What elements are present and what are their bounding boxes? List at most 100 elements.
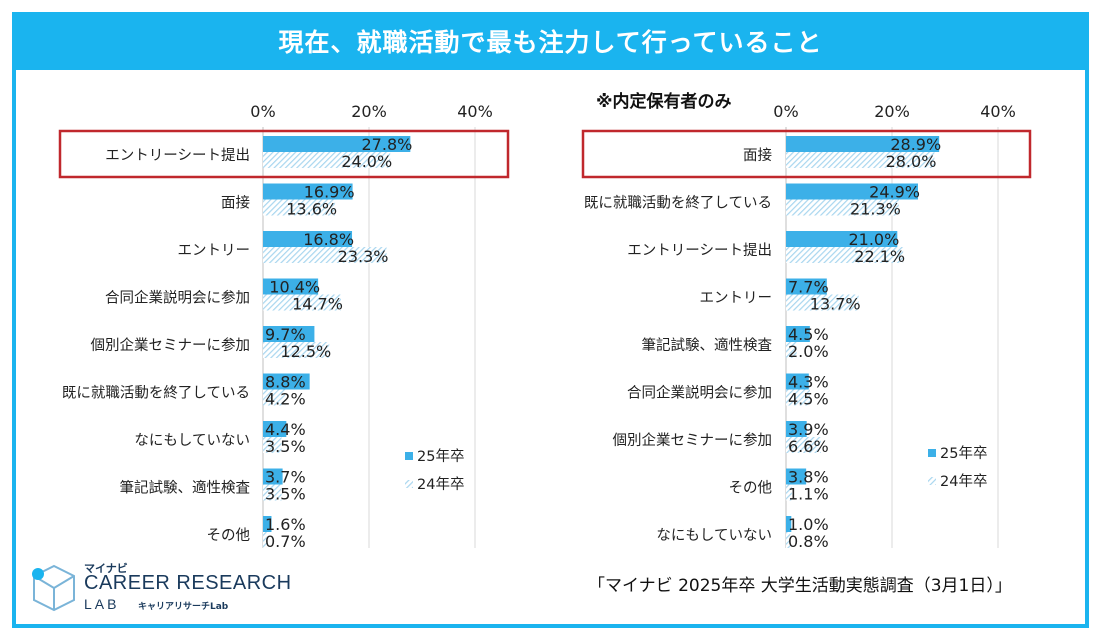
- legend-label-25: 25年卒: [940, 445, 987, 462]
- data-label-24: 24.0%: [341, 152, 392, 171]
- bar-25: [263, 136, 411, 152]
- career-research-lab-logo: [32, 564, 75, 612]
- category-label: 筆記試験、適性検査: [642, 336, 773, 354]
- bar-24: [263, 247, 387, 263]
- data-label-25: 8.8%: [265, 373, 306, 392]
- data-label-25: 4.4%: [265, 420, 306, 439]
- legend-label-25: 25年卒: [417, 448, 464, 465]
- bar-25: [786, 468, 807, 485]
- bar-24: [263, 389, 286, 406]
- bar-24: [786, 437, 821, 453]
- data-label-24: 1.1%: [788, 485, 829, 504]
- category-label: 個別企業セミナーに参加: [613, 431, 773, 449]
- x-tick-label: 20%: [874, 102, 910, 121]
- data-label-24: 0.8%: [788, 532, 829, 551]
- bar-24: [786, 389, 810, 406]
- data-label-25: 4.5%: [788, 325, 829, 344]
- chart-frame: [12, 12, 1089, 628]
- data-label-24: 4.2%: [265, 390, 306, 409]
- bar-25: [786, 136, 940, 152]
- bar-24: [786, 342, 797, 358]
- bar-24: [263, 342, 330, 358]
- category-label: 合同企業説明会に参加: [105, 289, 250, 307]
- data-label-25: 10.4%: [269, 278, 320, 297]
- data-label-25: 27.8%: [362, 135, 413, 154]
- x-tick-label: 40%: [980, 102, 1016, 121]
- category-label: 既に就職活動を終了している: [62, 385, 250, 402]
- bar-25: [263, 373, 310, 390]
- category-label: エントリーシート提出: [627, 242, 772, 259]
- x-tick-label: 40%: [457, 102, 493, 121]
- category-label: 既に就職活動を終了している: [584, 195, 772, 212]
- bar-25: [786, 326, 810, 342]
- data-label-25: 9.7%: [265, 325, 306, 344]
- data-label-25: 16.8%: [303, 230, 354, 249]
- category-label: なにもしていない: [134, 432, 250, 449]
- x-tick-label: 0%: [773, 102, 798, 121]
- data-label-25: 16.9%: [304, 183, 355, 202]
- category-label: その他: [729, 480, 773, 497]
- bar-25: [263, 183, 353, 200]
- data-label-25: 1.0%: [788, 515, 829, 534]
- bar-24: [263, 199, 336, 216]
- data-label-25: 4.3%: [788, 373, 829, 392]
- highlight-box: [58, 129, 510, 179]
- legend-label-24: 24年卒: [940, 473, 987, 490]
- bar-25: [263, 421, 287, 437]
- bar-24: [263, 484, 282, 501]
- legend-swatch-24: [928, 477, 936, 485]
- data-label-24: 21.3%: [850, 200, 901, 219]
- data-label-24: 6.6%: [788, 437, 829, 456]
- x-tick-label: 20%: [351, 102, 387, 121]
- category-label: 合同企業説明会に参加: [627, 384, 772, 402]
- bar-24: [786, 199, 899, 216]
- source-caption: 「マイナビ 2025年卒 大学生活動実態調査（3月1日）」: [588, 576, 1012, 596]
- category-label: 面接: [221, 195, 250, 212]
- bar-25: [786, 183, 918, 200]
- bar-25: [786, 231, 898, 247]
- data-label-24: 4.5%: [788, 390, 829, 409]
- legend-swatch-25: [928, 449, 936, 457]
- logo-top-text: マイナビ: [84, 562, 128, 575]
- data-label-24: 2.0%: [788, 342, 829, 361]
- bar-24: [786, 152, 935, 168]
- bar-24: [263, 152, 391, 168]
- bar-25: [786, 421, 807, 437]
- data-label-24: 0.7%: [265, 532, 306, 551]
- data-label-25: 3.7%: [265, 468, 306, 487]
- bar-24: [263, 532, 267, 548]
- category-label: なにもしていない: [656, 527, 772, 544]
- data-label-24: 14.7%: [292, 295, 343, 314]
- chart-title: 現在、就職活動で最も注力して行っていること: [12, 12, 1089, 70]
- data-label-24: 3.5%: [265, 485, 306, 504]
- bar-25: [263, 231, 353, 247]
- data-label-25: 3.9%: [788, 420, 829, 439]
- data-label-24: 13.6%: [286, 200, 337, 219]
- data-label-25: 24.9%: [869, 183, 920, 202]
- category-label: エントリーシート提出: [105, 147, 250, 164]
- data-label-24: 28.0%: [886, 152, 937, 171]
- legend-swatch-24: [405, 480, 413, 488]
- legend-label-24: 24年卒: [417, 476, 464, 493]
- category-label: 面接: [743, 147, 772, 164]
- bar-25: [263, 278, 319, 295]
- chart-subtitle: ※内定保有者のみ: [596, 91, 732, 112]
- bar-25: [263, 516, 272, 532]
- data-label-24: 23.3%: [338, 247, 389, 266]
- category-label: 筆記試験、適性検査: [120, 479, 251, 497]
- logo-main-text: CAREER RESEARCH: [84, 572, 292, 594]
- bar-24: [786, 247, 904, 263]
- category-label: 個別企業セミナーに参加: [91, 336, 251, 354]
- bar-25: [786, 278, 827, 295]
- data-label-24: 13.7%: [810, 295, 861, 314]
- data-label-24: 22.1%: [854, 247, 905, 266]
- category-label: その他: [207, 527, 251, 544]
- category-label: エントリー: [700, 291, 773, 307]
- x-tick-label: 0%: [250, 102, 275, 121]
- highlight-box: [581, 129, 1032, 179]
- data-label-25: 21.0%: [848, 230, 899, 249]
- data-label-25: 7.7%: [788, 278, 829, 297]
- data-label-24: 12.5%: [280, 342, 331, 361]
- bar-24: [263, 437, 282, 453]
